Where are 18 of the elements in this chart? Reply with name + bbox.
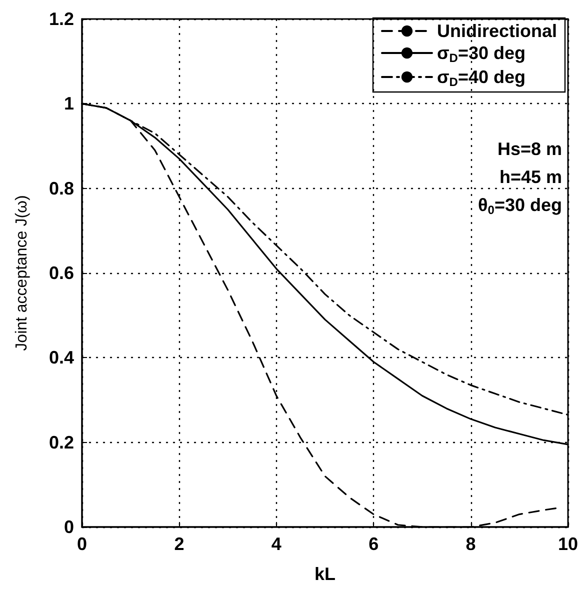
x-tick-label: 4 <box>271 534 282 554</box>
y-tick-label: 0 <box>64 517 74 537</box>
y-tick-label: 1.2 <box>48 9 74 29</box>
x-tick-label: 0 <box>76 534 88 554</box>
y-tick-label: 0.8 <box>48 178 74 198</box>
x-tick-label: 2 <box>174 534 184 554</box>
annotation: h=45 m <box>499 167 562 187</box>
y-tick-label: 0.6 <box>48 263 74 283</box>
annotation: Hs=8 m <box>497 139 562 159</box>
y-tick-label: 1 <box>64 94 74 114</box>
x-axis-title: kL <box>314 564 336 584</box>
x-tick-label: 8 <box>466 534 476 554</box>
x-tick-label: 10 <box>558 534 578 554</box>
x-tick-label: 6 <box>368 534 379 554</box>
y-tick-label: 0.2 <box>48 432 74 452</box>
y-tick-label: 0.4 <box>48 348 74 368</box>
legend-label: Unidirectional <box>436 21 557 41</box>
y-axis-title: Joint acceptance J(ω) <box>14 195 30 351</box>
